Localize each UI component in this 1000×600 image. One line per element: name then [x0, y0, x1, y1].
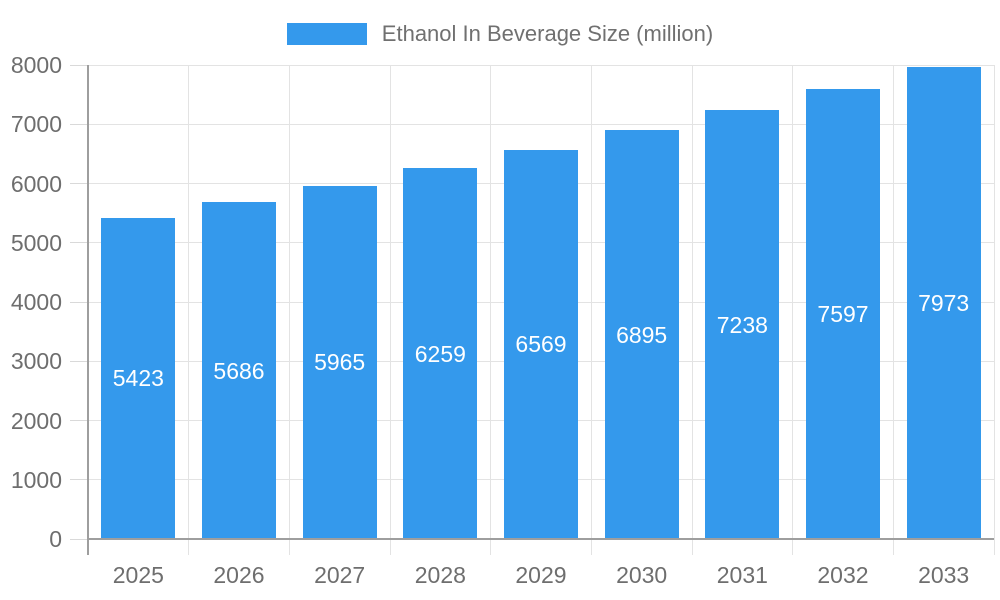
bar-value-label: 6259 — [414, 340, 466, 367]
bar-value-label: 6569 — [515, 331, 567, 358]
legend-label: Ethanol In Beverage Size (million) — [381, 21, 714, 46]
legend-swatch — [286, 23, 367, 45]
x-axis-tick-label: 2029 — [515, 562, 567, 588]
y-axis-tick-label: 1000 — [10, 466, 62, 493]
x-axis-tick-label: 2025 — [112, 562, 164, 588]
bar[interactable] — [906, 66, 981, 539]
x-axis-tick-label: 2033 — [918, 562, 970, 588]
h-gridline — [88, 123, 994, 125]
y-axis-tick-label: 0 — [49, 526, 62, 552]
v-gridline — [288, 65, 290, 555]
y-axis-tick-label: 5000 — [10, 229, 62, 256]
v-gridline — [792, 65, 794, 555]
v-gridline — [691, 65, 693, 555]
bar[interactable] — [101, 217, 176, 539]
bar[interactable] — [604, 130, 679, 539]
y-axis-tick-label: 3000 — [10, 348, 62, 375]
y-axis-line — [87, 65, 89, 555]
bar[interactable] — [202, 202, 276, 539]
bar-value-label: 7597 — [817, 300, 869, 327]
bar-value-label: 5423 — [112, 365, 164, 392]
h-gridline — [88, 64, 994, 66]
legend: Ethanol In Beverage Size (million) — [0, 21, 1000, 47]
bar-value-label: 7973 — [918, 289, 970, 316]
v-gridline — [188, 65, 190, 555]
y-axis-tick-label: 4000 — [10, 289, 62, 315]
v-gridline — [490, 65, 492, 555]
x-axis-tick-label: 2027 — [314, 562, 366, 588]
bar-value-label: 7238 — [716, 311, 768, 338]
y-axis-tick — [70, 242, 88, 244]
y-axis-tick — [70, 360, 88, 362]
v-gridline — [892, 65, 894, 555]
x-axis-tick-label: 2031 — [716, 562, 768, 588]
y-axis-tick — [70, 479, 88, 481]
x-axis-tick-label: 2028 — [414, 562, 466, 588]
bar[interactable] — [806, 88, 880, 539]
y-axis-tick — [70, 538, 88, 540]
bar-value-label: 5965 — [314, 349, 366, 376]
bar-value-label: 6895 — [616, 321, 668, 348]
y-axis-tick — [70, 183, 88, 184]
y-axis-tick-label: 2000 — [10, 407, 62, 434]
v-gridline — [590, 65, 592, 555]
y-axis-tick-label: 8000 — [10, 52, 62, 78]
bar-value-label: 5686 — [213, 357, 265, 384]
y-axis-tick — [70, 123, 88, 125]
v-gridline — [389, 65, 391, 555]
x-axis-tick-label: 2026 — [213, 562, 265, 588]
bar[interactable] — [705, 110, 780, 539]
y-axis-tick-label: 6000 — [10, 170, 62, 197]
y-axis-tick — [70, 420, 88, 421]
x-axis-line — [88, 538, 994, 540]
y-axis-tick — [70, 64, 88, 66]
v-gridline — [993, 65, 995, 555]
x-axis-tick-label: 2030 — [616, 562, 668, 588]
bar[interactable] — [302, 185, 377, 539]
legend-item[interactable]: Ethanol In Beverage Size (million) — [286, 21, 714, 47]
bar[interactable] — [504, 149, 578, 539]
bar[interactable] — [403, 168, 478, 539]
y-axis-tick — [70, 301, 88, 303]
x-axis-tick-label: 2032 — [817, 562, 869, 588]
y-axis-tick-label: 7000 — [10, 111, 62, 138]
plot-area: 0 1000 2000 3000 4000 5000 6000 7000 8000 5423 202… — [11, 52, 995, 588]
